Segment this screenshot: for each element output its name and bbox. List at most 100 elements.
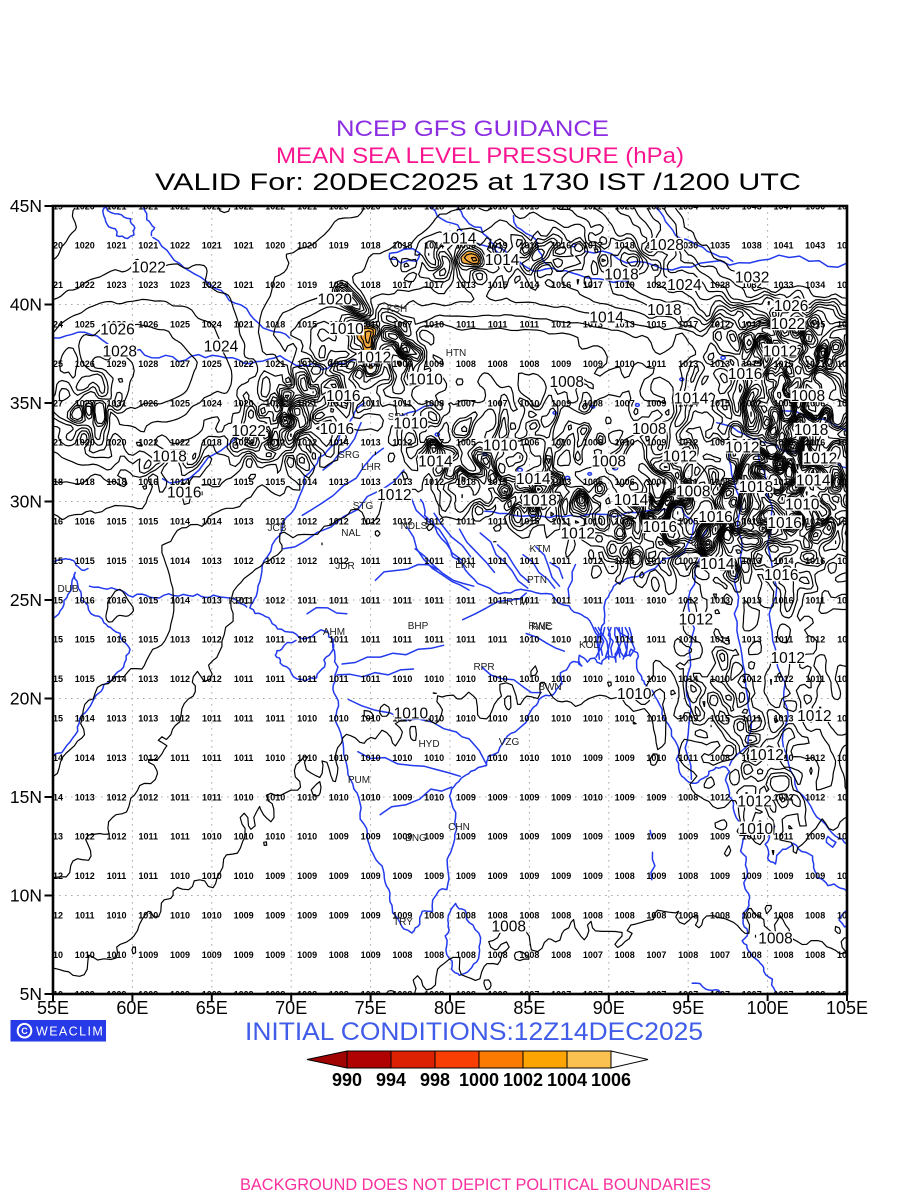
svg-text:NDLS: NDLS (401, 521, 428, 532)
svg-text:1024: 1024 (667, 277, 702, 294)
svg-text:NAL: NAL (341, 528, 361, 539)
svg-text:1008: 1008 (791, 388, 825, 405)
svg-text:30N: 30N (10, 492, 42, 512)
svg-text:1012: 1012 (679, 611, 713, 628)
svg-text:PTN: PTN (527, 575, 547, 586)
svg-text:RNC: RNC (531, 622, 553, 633)
svg-text:WEACLIM: WEACLIM (36, 1025, 104, 1039)
svg-text:1008: 1008 (549, 374, 583, 391)
svg-text:1016: 1016 (698, 509, 732, 526)
svg-text:1012: 1012 (725, 440, 759, 457)
svg-text:1016: 1016 (728, 366, 762, 383)
svg-text:70E: 70E (275, 998, 307, 1018)
svg-text:1018: 1018 (739, 479, 773, 496)
svg-text:5N: 5N (20, 984, 42, 1004)
svg-text:PUM: PUM (348, 775, 370, 786)
svg-text:101510161016101510141013101110: 1015101610161015101410131011101210111011… (43, 595, 857, 605)
svg-text:25N: 25N (10, 590, 42, 610)
svg-text:1012: 1012 (357, 349, 391, 366)
svg-text:1016: 1016 (326, 388, 360, 405)
svg-text:1010: 1010 (739, 821, 774, 838)
svg-text:1010: 1010 (483, 438, 518, 455)
svg-text:101910201021102110221022102210: 1019102010211021102210221022102210211020… (43, 201, 857, 211)
svg-text:RWE: RWE (528, 621, 551, 632)
svg-text:1016: 1016 (764, 567, 798, 584)
svg-text:1012: 1012 (749, 747, 783, 764)
svg-text:1012: 1012 (560, 526, 594, 543)
svg-text:1014: 1014 (674, 390, 709, 407)
svg-text:994: 994 (376, 1070, 406, 1090)
svg-text:95E: 95E (672, 998, 704, 1018)
svg-text:65E: 65E (196, 998, 228, 1018)
svg-text:1014: 1014 (700, 556, 735, 573)
svg-text:1014: 1014 (516, 471, 551, 488)
svg-text:90E: 90E (593, 998, 625, 1018)
svg-text:1012: 1012 (771, 650, 805, 667)
svg-text:1012: 1012 (737, 793, 771, 810)
svg-text:1022: 1022 (231, 423, 265, 440)
svg-text:SRG: SRG (338, 450, 360, 461)
svg-text:1010: 1010 (408, 371, 443, 388)
svg-text:MEAN SEA LEVEL PRESSURE (hPa): MEAN SEA LEVEL PRESSURE (hPa) (276, 143, 684, 168)
svg-text:1018: 1018 (522, 493, 556, 510)
svg-text:KSH: KSH (387, 304, 408, 315)
svg-text:1014: 1014 (485, 252, 520, 269)
svg-text:1016: 1016 (320, 421, 354, 438)
svg-text:40N: 40N (10, 295, 42, 315)
svg-text:VZG: VZG (499, 737, 520, 748)
svg-text:1012: 1012 (763, 343, 797, 360)
svg-text:AHM: AHM (323, 627, 345, 638)
svg-text:1020: 1020 (317, 291, 352, 308)
svg-text:1018: 1018 (152, 449, 186, 466)
svg-text:55E: 55E (37, 998, 69, 1018)
svg-text:1018: 1018 (604, 267, 638, 284)
svg-text:KBL: KBL (276, 396, 295, 407)
svg-text:35N: 35N (10, 393, 42, 413)
svg-text:1032: 1032 (735, 269, 769, 286)
svg-text:1008: 1008 (492, 919, 526, 936)
svg-text:1016: 1016 (643, 519, 677, 536)
svg-text:TRY: TRY (393, 917, 413, 928)
svg-text:BHP: BHP (408, 621, 429, 632)
svg-text:1022: 1022 (131, 259, 165, 276)
svg-text:STG: STG (353, 501, 374, 512)
svg-text:75E: 75E (355, 998, 387, 1018)
svg-text:KRC: KRC (228, 596, 249, 607)
svg-text:1016: 1016 (767, 515, 801, 532)
svg-text:1004: 1004 (547, 1070, 587, 1090)
svg-text:CHN: CHN (448, 822, 470, 833)
svg-text:1016: 1016 (167, 484, 201, 501)
svg-text:85E: 85E (513, 998, 545, 1018)
svg-text:BACKGROUND DOES NOT DEPICT POL: BACKGROUND DOES NOT DEPICT POLITICAL BOU… (240, 1176, 711, 1194)
svg-text:KOL: KOL (579, 640, 599, 651)
svg-text:1012: 1012 (377, 487, 411, 504)
svg-text:1010: 1010 (394, 705, 429, 722)
svg-text:1018: 1018 (794, 422, 828, 439)
svg-text:80E: 80E (434, 998, 466, 1018)
svg-text:KTM: KTM (529, 544, 550, 555)
svg-text:JCB: JCB (268, 523, 287, 534)
svg-text:RTM: RTM (506, 597, 527, 608)
svg-text:60E: 60E (116, 998, 148, 1018)
svg-text:1014: 1014 (442, 231, 477, 248)
svg-text:1010: 1010 (785, 497, 820, 514)
svg-text:102710271031102610251024102010: 1027102710311026102510241020102510211019… (43, 398, 857, 408)
svg-text:105E: 105E (826, 998, 868, 1018)
svg-text:1008: 1008 (676, 483, 710, 500)
svg-text:JDR: JDR (335, 561, 354, 572)
svg-text:990: 990 (332, 1070, 362, 1090)
svg-text:BWN: BWN (538, 682, 561, 693)
svg-text:1028: 1028 (102, 343, 136, 360)
svg-text:1014: 1014 (796, 473, 831, 490)
svg-text:1018: 1018 (647, 302, 681, 319)
svg-text:LHR: LHR (361, 462, 381, 473)
svg-text:1024: 1024 (204, 338, 239, 355)
